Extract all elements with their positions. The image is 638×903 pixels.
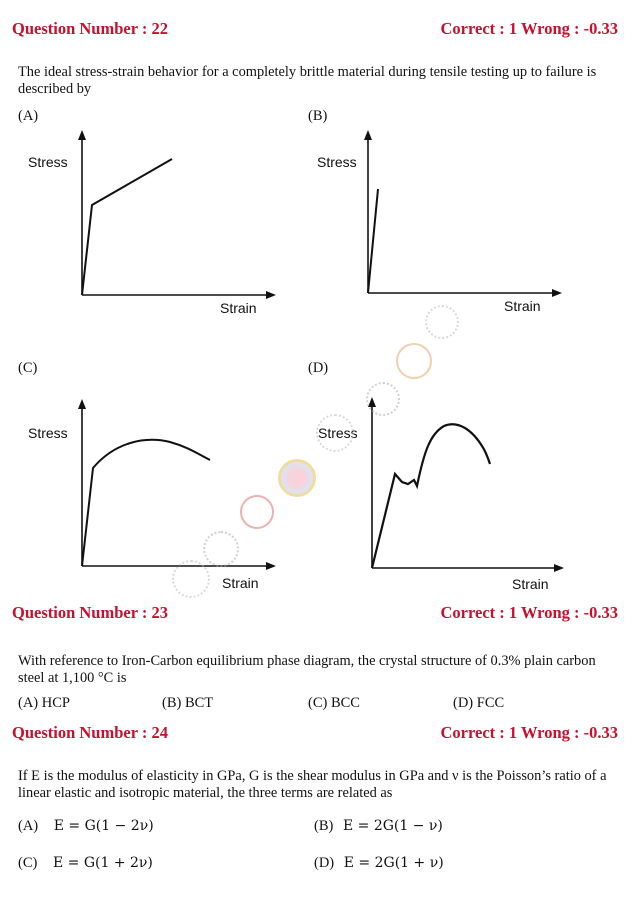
stress-strain-curve (367, 188, 379, 294)
stress-strain-curve (81, 158, 173, 296)
option-a[interactable]: (A) E = G(1 − 2ν) (18, 818, 154, 835)
watermark-seal-icon (240, 495, 274, 529)
question-22-header: Question Number : 22 Correct : 1 Wrong :… (12, 19, 618, 41)
option-c[interactable]: (C) BCC (308, 695, 360, 711)
x-axis-arrow (266, 291, 276, 299)
option-label: (C) (18, 855, 38, 871)
option-c-plot[interactable]: Stress Strain (20, 392, 290, 592)
watermark-seal-icon (316, 414, 354, 452)
option-label: (B) (314, 818, 334, 834)
question-23-header: Question Number : 23 Correct : 1 Wrong :… (12, 603, 618, 625)
option-a-plot[interactable]: Stress Strain (20, 125, 290, 325)
x-axis-arrow (554, 564, 564, 572)
question-24-text: If E is the modulus of elasticity in GPa… (18, 768, 607, 801)
option-formula: E = 2G(1 − ν) (342, 818, 443, 834)
option-b-label: (B) (308, 108, 328, 124)
option-a-label: (A) (18, 108, 39, 124)
option-a[interactable]: (A) HCP (18, 695, 70, 711)
y-axis-label: Stress (28, 154, 68, 170)
x-axis-arrow (552, 289, 562, 297)
option-label: (A) (18, 818, 39, 834)
option-b-plot[interactable]: Stress Strain (310, 125, 580, 325)
question-23-text: With reference to Iron-Carbon equilibriu… (18, 653, 596, 686)
option-formula: E = 2G(1 + ν) (343, 855, 444, 871)
option-b[interactable]: (B) E = 2G(1 − ν) (314, 818, 443, 835)
option-d-label: (D) (308, 360, 329, 376)
watermark-seal-icon (366, 382, 400, 416)
question-number: Question Number : 24 (12, 723, 168, 742)
question-24-header: Question Number : 24 Correct : 1 Wrong :… (12, 723, 618, 745)
option-b[interactable]: (B) BCT (162, 695, 214, 711)
option-d[interactable]: (D) E = 2G(1 + ν) (314, 855, 444, 872)
y-axis-arrow (78, 399, 86, 409)
option-formula: E = G(1 − 2ν) (53, 818, 154, 834)
option-c[interactable]: (C) E = G(1 + 2ν) (18, 855, 153, 872)
watermark-seal-icon (278, 459, 316, 497)
watermark-seal-icon (396, 343, 432, 379)
marking-scheme: Correct : 1 Wrong : -0.33 (440, 723, 619, 742)
x-axis-label: Strain (222, 575, 259, 591)
x-axis-label: Strain (504, 298, 541, 314)
option-d[interactable]: (D) FCC (453, 695, 505, 711)
stress-strain-curve (370, 423, 492, 569)
watermark-seal-icon (172, 560, 210, 598)
y-axis-arrow (364, 130, 372, 140)
option-c-label: (C) (18, 360, 38, 376)
marking-scheme: Correct : 1 Wrong : -0.33 (440, 19, 619, 38)
question-number: Question Number : 23 (12, 603, 168, 622)
option-formula: E = G(1 + 2ν) (52, 855, 153, 871)
y-axis-arrow (78, 130, 86, 140)
x-axis-label: Strain (512, 576, 549, 592)
stress-strain-curve (81, 438, 211, 567)
option-label: (D) (314, 855, 335, 871)
watermark-seal-icon (203, 531, 239, 567)
question-22-text: The ideal stress-strain behavior for a c… (18, 64, 597, 97)
x-axis-label: Strain (220, 300, 257, 316)
y-axis-label: Stress (317, 154, 357, 170)
watermark-seal-icon (425, 305, 459, 339)
y-axis-label: Stress (28, 425, 68, 441)
question-number: Question Number : 22 (12, 19, 168, 38)
marking-scheme: Correct : 1 Wrong : -0.33 (440, 603, 619, 622)
x-axis-arrow (266, 562, 276, 570)
